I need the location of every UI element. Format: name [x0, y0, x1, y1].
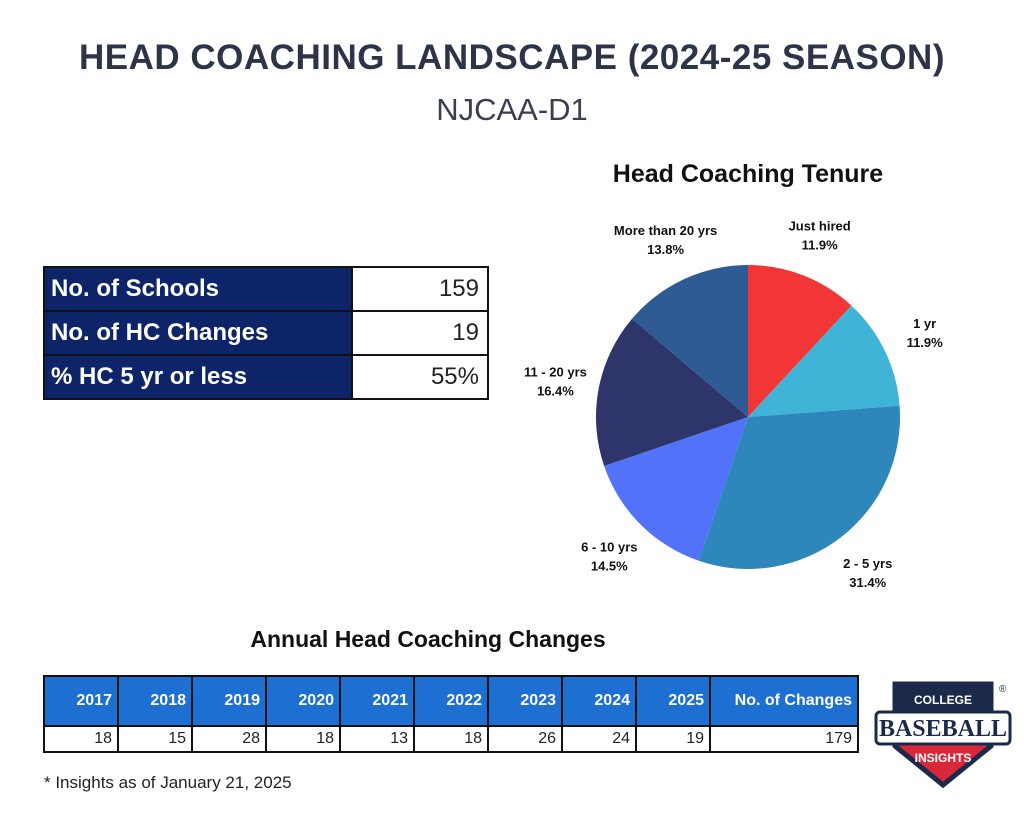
- year-header: 2020: [265, 675, 341, 727]
- summary-label: No. of Schools: [43, 266, 353, 312]
- annual-value-row: 18 15 28 18 13 18 26 24 19 179: [43, 725, 859, 753]
- pie-slice: [748, 305, 900, 417]
- pie-slice-value-label: 31.4%: [849, 575, 886, 590]
- page-title: HEAD COACHING LANDSCAPE (2024-25 SEASON): [79, 38, 945, 77]
- year-header: 2019: [191, 675, 267, 727]
- annual-changes-table: 2017 2018 2019 2020 2021 2022 2023 2024 …: [43, 675, 859, 753]
- summary-value: 159: [351, 266, 489, 312]
- annual-header-row: 2017 2018 2019 2020 2021 2022 2023 2024 …: [43, 675, 859, 727]
- year-header: 2022: [413, 675, 489, 727]
- pie-slice-label: 2 - 5 yrs: [843, 556, 892, 571]
- summary-label: No. of HC Changes: [43, 310, 353, 356]
- pie-slice-value-label: 11.9%: [802, 238, 839, 253]
- year-value: 18: [413, 725, 489, 753]
- year-value: 24: [561, 725, 637, 753]
- pie-slice-label: More than 20 yrs: [614, 223, 717, 238]
- tenure-pie-chart: Just hired 11.9% 1 yr 11.9% 2 - 5 yrs 31.4% 6 …: [524, 220, 944, 590]
- page-subtitle: NJCAA-D1: [436, 92, 588, 127]
- year-value: 18: [265, 725, 341, 753]
- pie-slice-value-label: 11.9%: [907, 335, 944, 350]
- logo-text-college: COLLEGE: [914, 693, 972, 707]
- logo-registered-mark: ®: [999, 684, 1007, 695]
- year-value: 19: [635, 725, 711, 753]
- year-value: 13: [339, 725, 415, 753]
- pie-slice-label: 6 - 10 yrs: [581, 539, 637, 554]
- summary-value: 19: [351, 310, 489, 356]
- footnote: * Insights as of January 21, 2025: [44, 773, 292, 792]
- pie-slice-value-label: 14.5%: [591, 558, 628, 573]
- year-header: 2023: [487, 675, 563, 727]
- pie-chart-title: Head Coaching Tenure: [612, 160, 884, 188]
- summary-row: No. of HC Changes 19: [43, 310, 489, 356]
- year-header: 2024: [561, 675, 637, 727]
- pie-slice: [748, 265, 852, 417]
- year-header: 2021: [339, 675, 415, 727]
- pie-slice-value-label: 13.8%: [647, 242, 684, 257]
- logo-banner: [874, 710, 1012, 746]
- college-baseball-insights-logo: COLLEGE BASEBALL INSIGHTS ®: [874, 681, 1012, 789]
- pie-slice: [632, 265, 748, 417]
- summary-row: % HC 5 yr or less 55%: [43, 354, 489, 400]
- year-value: 15: [117, 725, 193, 753]
- logo-top-band: [895, 684, 991, 714]
- year-value: 26: [487, 725, 563, 753]
- annual-changes-title: Annual Head Coaching Changes: [250, 626, 606, 652]
- total-value: 179: [709, 725, 859, 753]
- total-header: No. of Changes: [709, 675, 859, 727]
- pie-slice-label: Just hired: [789, 220, 851, 234]
- summary-label: % HC 5 yr or less: [43, 354, 353, 400]
- year-header: 2025: [635, 675, 711, 727]
- pie-slice-value-label: 16.4%: [537, 384, 574, 399]
- pie-slice-label: 1 yr: [913, 316, 936, 331]
- summary-table: No. of Schools 159 No. of HC Changes 19 …: [43, 266, 489, 400]
- summary-row: No. of Schools 159: [43, 266, 489, 312]
- pie-slice: [604, 417, 748, 561]
- year-value: 18: [43, 725, 119, 753]
- logo-text-insights: INSIGHTS: [915, 751, 972, 765]
- pie-slice: [698, 405, 900, 569]
- pie-slice: [596, 318, 748, 467]
- year-header: 2017: [43, 675, 119, 727]
- summary-value: 55%: [351, 354, 489, 400]
- logo-text-baseball: BASEBALL: [879, 716, 1007, 742]
- pie-slice-label: 11 - 20 yrs: [524, 365, 587, 380]
- year-header: 2018: [117, 675, 193, 727]
- year-value: 28: [191, 725, 267, 753]
